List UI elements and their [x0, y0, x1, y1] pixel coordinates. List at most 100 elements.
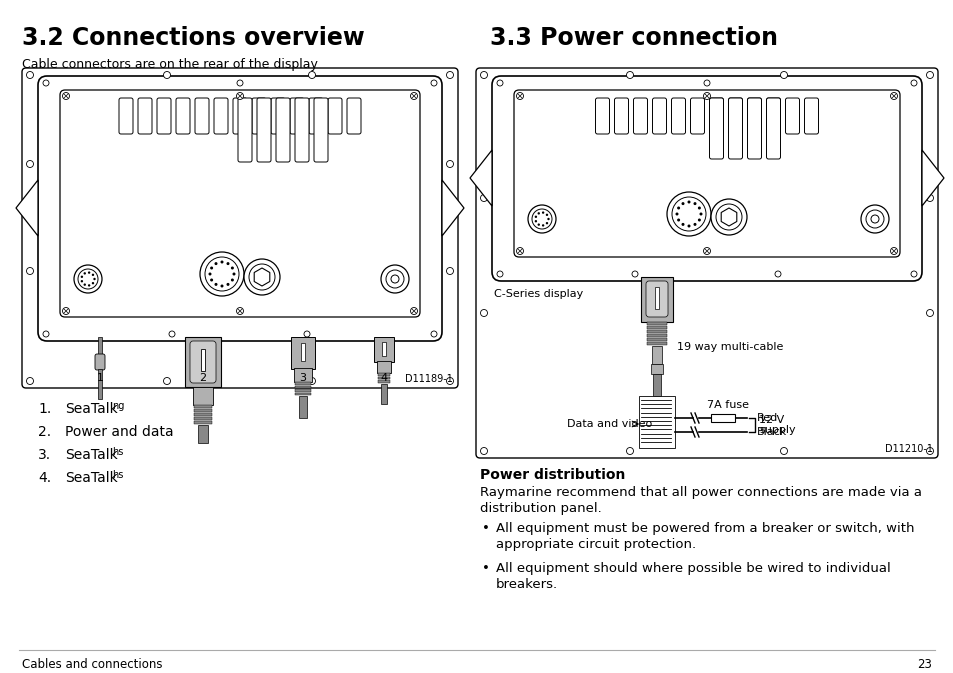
Circle shape — [693, 223, 696, 226]
Bar — [294, 382, 311, 384]
Circle shape — [910, 80, 916, 86]
Circle shape — [214, 283, 217, 286]
Circle shape — [391, 275, 398, 283]
Circle shape — [446, 267, 453, 275]
FancyBboxPatch shape — [765, 98, 780, 159]
FancyBboxPatch shape — [252, 98, 266, 134]
FancyBboxPatch shape — [213, 98, 228, 134]
Bar — [377, 376, 390, 379]
Circle shape — [547, 218, 549, 220]
Text: ng: ng — [112, 401, 125, 411]
FancyBboxPatch shape — [22, 68, 457, 388]
Circle shape — [497, 80, 502, 86]
Circle shape — [516, 92, 523, 100]
Text: •: • — [481, 562, 489, 575]
Text: C-Series display: C-Series display — [494, 289, 582, 299]
Circle shape — [386, 270, 403, 288]
FancyBboxPatch shape — [492, 76, 921, 281]
Bar — [193, 417, 212, 420]
FancyBboxPatch shape — [309, 98, 323, 134]
FancyBboxPatch shape — [595, 98, 609, 134]
Circle shape — [889, 248, 897, 254]
Circle shape — [545, 213, 548, 216]
Circle shape — [480, 448, 487, 454]
FancyBboxPatch shape — [476, 68, 937, 458]
FancyBboxPatch shape — [157, 98, 171, 134]
FancyBboxPatch shape — [514, 90, 899, 257]
Circle shape — [861, 205, 888, 233]
Bar — [185, 337, 221, 387]
Text: 7A fuse: 7A fuse — [706, 400, 748, 410]
Text: Cables and connections: Cables and connections — [22, 658, 162, 671]
Polygon shape — [470, 150, 492, 206]
Text: Black: Black — [757, 427, 786, 437]
Text: 1.: 1. — [38, 402, 51, 416]
Text: appropriate circuit protection.: appropriate circuit protection. — [496, 538, 696, 551]
Bar — [291, 337, 314, 369]
Circle shape — [865, 210, 883, 228]
Text: 3.2 Connections overview: 3.2 Connections overview — [22, 26, 364, 50]
Circle shape — [780, 71, 786, 79]
Bar — [193, 405, 212, 408]
Circle shape — [308, 378, 315, 384]
FancyBboxPatch shape — [671, 98, 685, 134]
Circle shape — [78, 269, 98, 289]
Circle shape — [27, 267, 33, 275]
Circle shape — [675, 213, 678, 215]
Text: 19 way multi-cable: 19 way multi-cable — [677, 342, 782, 352]
FancyBboxPatch shape — [690, 98, 703, 134]
Circle shape — [210, 267, 213, 269]
FancyBboxPatch shape — [633, 98, 647, 134]
Circle shape — [537, 223, 539, 226]
Bar — [650, 364, 662, 374]
Circle shape — [205, 257, 239, 291]
Bar — [98, 369, 102, 399]
Circle shape — [925, 448, 933, 454]
Circle shape — [63, 92, 70, 100]
Bar — [98, 337, 102, 355]
Text: 4: 4 — [380, 373, 387, 383]
Bar — [639, 396, 675, 448]
Polygon shape — [253, 268, 270, 286]
Circle shape — [716, 204, 741, 230]
FancyBboxPatch shape — [652, 98, 666, 134]
Circle shape — [480, 310, 487, 316]
Circle shape — [233, 273, 235, 275]
FancyBboxPatch shape — [119, 98, 132, 134]
Circle shape — [698, 207, 700, 209]
Bar — [651, 346, 661, 364]
Circle shape — [244, 259, 280, 295]
Circle shape — [780, 448, 786, 454]
Circle shape — [693, 202, 696, 205]
Bar — [640, 277, 672, 322]
Circle shape — [236, 308, 243, 314]
FancyBboxPatch shape — [233, 98, 247, 134]
Polygon shape — [16, 180, 38, 236]
Bar — [294, 368, 312, 382]
Bar — [377, 380, 390, 382]
Circle shape — [84, 283, 86, 286]
Circle shape — [88, 284, 91, 287]
FancyBboxPatch shape — [271, 98, 285, 134]
Bar — [652, 374, 660, 396]
Text: 3: 3 — [299, 373, 306, 383]
Text: SeaTalk: SeaTalk — [65, 448, 117, 462]
Circle shape — [687, 225, 690, 227]
Circle shape — [497, 271, 502, 277]
Circle shape — [702, 248, 710, 254]
FancyBboxPatch shape — [728, 98, 741, 134]
Circle shape — [220, 260, 223, 264]
Text: All equipment should where possible be wired to individual: All equipment should where possible be w… — [496, 562, 890, 575]
Text: 23: 23 — [916, 658, 931, 671]
Circle shape — [74, 265, 102, 293]
Circle shape — [226, 283, 230, 286]
Bar — [646, 322, 666, 325]
Polygon shape — [720, 208, 736, 226]
Bar — [646, 326, 666, 329]
Circle shape — [410, 92, 417, 100]
FancyBboxPatch shape — [237, 98, 252, 162]
Circle shape — [431, 80, 436, 86]
Circle shape — [210, 279, 213, 281]
Bar — [201, 349, 205, 371]
Bar — [374, 337, 394, 362]
